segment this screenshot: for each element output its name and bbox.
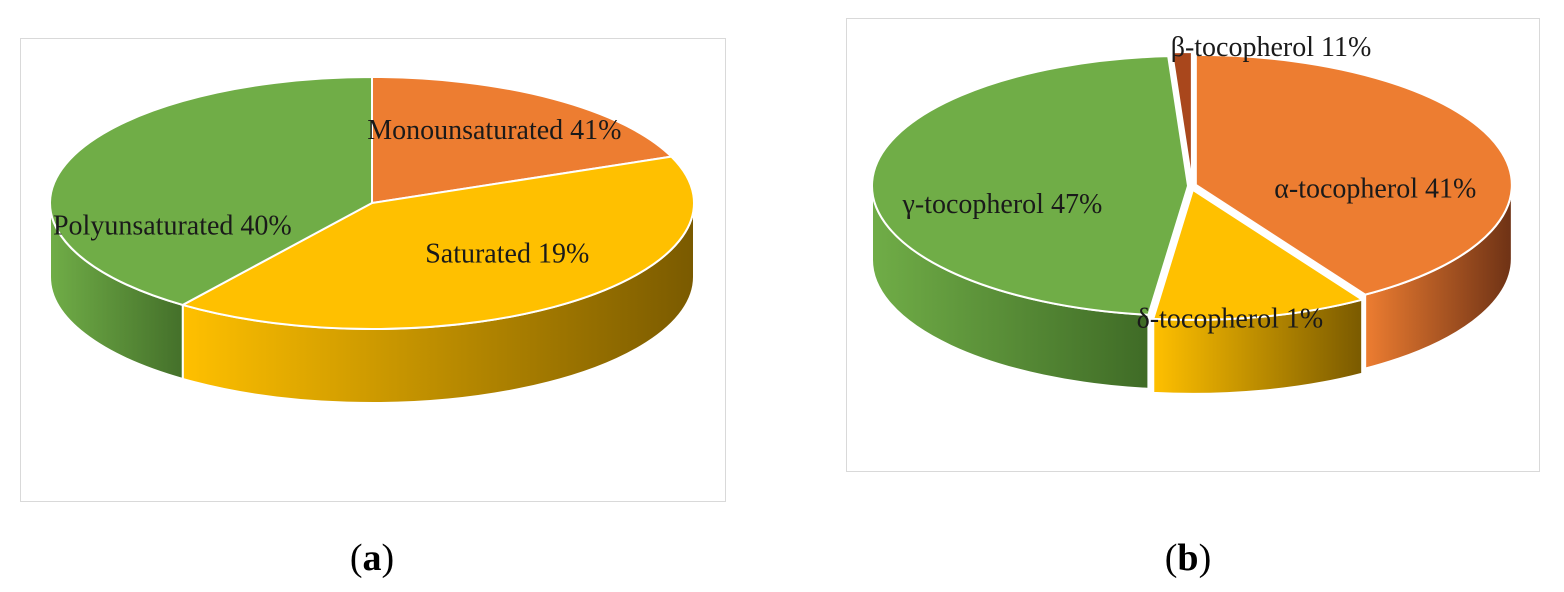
panel-caption-a: (a) [349,537,395,579]
pie-a-slice-monounsaturated-41 [180,155,695,330]
pie-b-label-tocopherol-11: β-tocopherol 11% [1171,32,1372,63]
pie-b-slice-tocopherol-47 [871,55,1190,316]
pie-a-slice-saturated-19 [371,75,674,205]
panel-caption-a-letter: a [362,537,382,579]
pie-b-slice-tocopherol-1 [1170,51,1193,183]
pie-b-label-tocopherol-1: δ-tocopherol 1% [1137,304,1324,335]
pie-a-slice-polyunsaturated-40 [49,75,373,307]
pie-b-slice-tocopherol-11 [1151,188,1365,321]
panel-caption-b: (b) [1164,537,1212,579]
pie-b-label-tocopherol-47: γ-tocopherol 47% [902,189,1103,220]
pie-a-label-monounsaturated-41: Monounsaturated 41% [367,115,621,146]
pie-chart-a: Saturated 19% Monounsaturated 41% Polyunsa… [49,75,695,404]
pie-a-label-polyunsaturated-40: Polyunsaturated 40% [53,211,292,242]
pie-b-label-tocopherol-41: α-tocopherol 41% [1274,174,1476,205]
panel-caption-b-letter: b [1177,537,1199,579]
pie-b-slice-tocopherol-41 [1194,53,1513,296]
pie-a-label-saturated-19: Saturated 19% [425,238,589,269]
pie-chart-b: α-tocopherol 41% β-tocopherol 11% γ-tocoph… [871,32,1513,395]
